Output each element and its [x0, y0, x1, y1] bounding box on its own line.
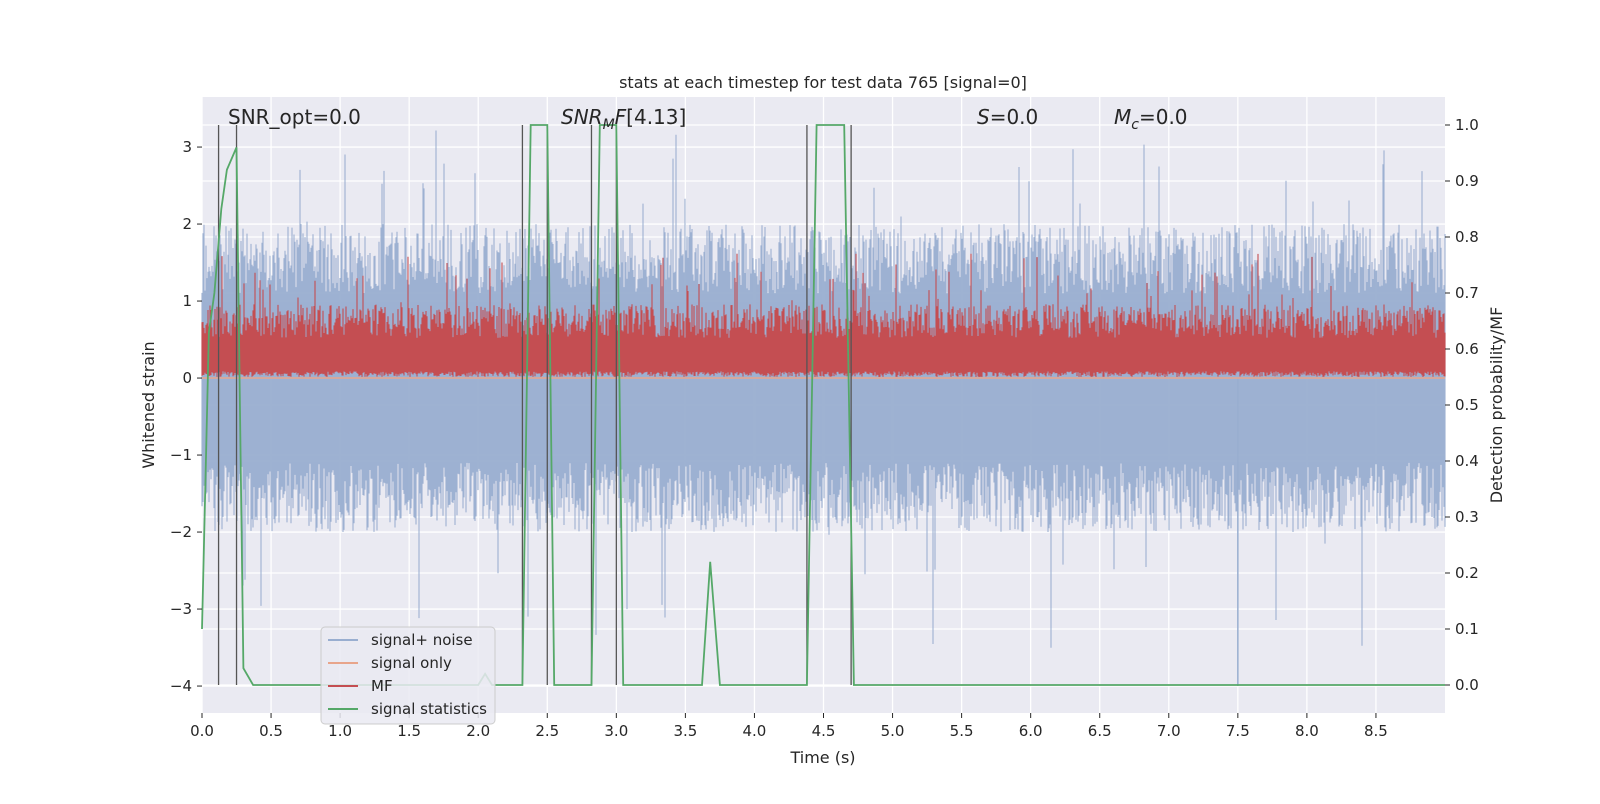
x-tick-label: 4.0 — [743, 722, 767, 740]
x-tick-label: 0.5 — [259, 722, 283, 740]
y-tick-label: −3 — [170, 600, 192, 618]
annotation-s: S=0.0 — [977, 105, 1038, 129]
y2-ticks: 1.0 0.9 0.8 0.7 0.6 0.5 0.4 0.3 0.2 0.1 0.0 — [1445, 116, 1479, 694]
x-tick-label: 5.0 — [881, 722, 905, 740]
x-tick-label: 2.5 — [535, 722, 559, 740]
y2-tick-label: 0.8 — [1455, 228, 1479, 246]
legend-label-signal-only: signal only — [371, 654, 452, 672]
y2-tick-label: 0.0 — [1455, 676, 1479, 694]
vertical-markers — [217, 125, 852, 685]
y-tick-label: −4 — [170, 677, 192, 695]
y2-tick-label: 0.1 — [1455, 620, 1479, 638]
y2-tick-label: 0.7 — [1455, 284, 1479, 302]
x-tick-label: 8.5 — [1364, 722, 1388, 740]
x-tick-label: 1.5 — [397, 722, 421, 740]
y-tick-label: 2 — [182, 215, 192, 233]
chart-title: stats at each timestep for test data 765… — [619, 73, 1027, 92]
y-tick-label: −1 — [170, 446, 192, 464]
annotation-s-value: =0.0 — [990, 105, 1039, 129]
y-tick-label: 0 — [182, 369, 192, 387]
x-tick-label: 8.0 — [1295, 722, 1319, 740]
legend-label-signal-statistics: signal statistics — [371, 700, 487, 718]
x-tick-label: 1.0 — [328, 722, 352, 740]
x-tick-label: 6.0 — [1019, 722, 1043, 740]
annotation-snr-opt: SNR_opt=0.0 — [228, 105, 361, 129]
x-tick-label: 7.0 — [1157, 722, 1181, 740]
x-axis-label: Time (s) — [789, 748, 855, 767]
x-tick-label: 7.5 — [1226, 722, 1250, 740]
x-tick-label: 3.0 — [604, 722, 628, 740]
legend-label-noise: signal+ noise — [371, 631, 473, 649]
legend: signal+ noise signal only MF signal stat… — [320, 626, 496, 725]
y2-tick-label: 0.9 — [1455, 172, 1479, 190]
y2-tick-label: 0.4 — [1455, 452, 1479, 470]
x-tick-label: 3.5 — [673, 722, 697, 740]
y-tick-label: 1 — [182, 292, 192, 310]
legend-label-mf: MF — [371, 677, 393, 695]
y-tick-label: 3 — [182, 138, 192, 156]
y2-tick-label: 0.5 — [1455, 396, 1479, 414]
y2-axis-label: Detection probability/MF — [1487, 307, 1506, 504]
y-axis-label: Whitened strain — [139, 341, 158, 468]
legend-box — [320, 626, 496, 725]
x-tick-label: 6.5 — [1088, 722, 1112, 740]
signal-statistics-series — [201, 124, 1445, 686]
y2-tick-label: 0.2 — [1455, 564, 1479, 582]
annotation-snr-mf-value: [4.13] — [626, 105, 686, 129]
annotation-mc: Mc=0.0 — [1114, 105, 1188, 133]
y-ticks: 3 2 1 0 −1 −2 −3 −4 — [170, 138, 202, 695]
annotation-mc-value: =0.0 — [1139, 105, 1188, 129]
y2-tick-label: 0.3 — [1455, 508, 1479, 526]
x-tick-label: 4.5 — [812, 722, 836, 740]
x-tick-label: 2.0 — [466, 722, 490, 740]
y2-tick-label: 1.0 — [1455, 116, 1479, 134]
x-tick-label: 5.5 — [950, 722, 974, 740]
x-tick-label: 0.0 — [190, 722, 214, 740]
y2-tick-label: 0.6 — [1455, 340, 1479, 358]
annotation-snr-mf: SNRMF[4.13] — [561, 105, 686, 133]
x-ticks: 0.0 0.5 1.0 1.5 2.0 2.5 3.0 3.5 4.0 4.5 5.0 5.5 6.0 6… — [190, 713, 1388, 740]
y-tick-label: −2 — [170, 523, 192, 541]
